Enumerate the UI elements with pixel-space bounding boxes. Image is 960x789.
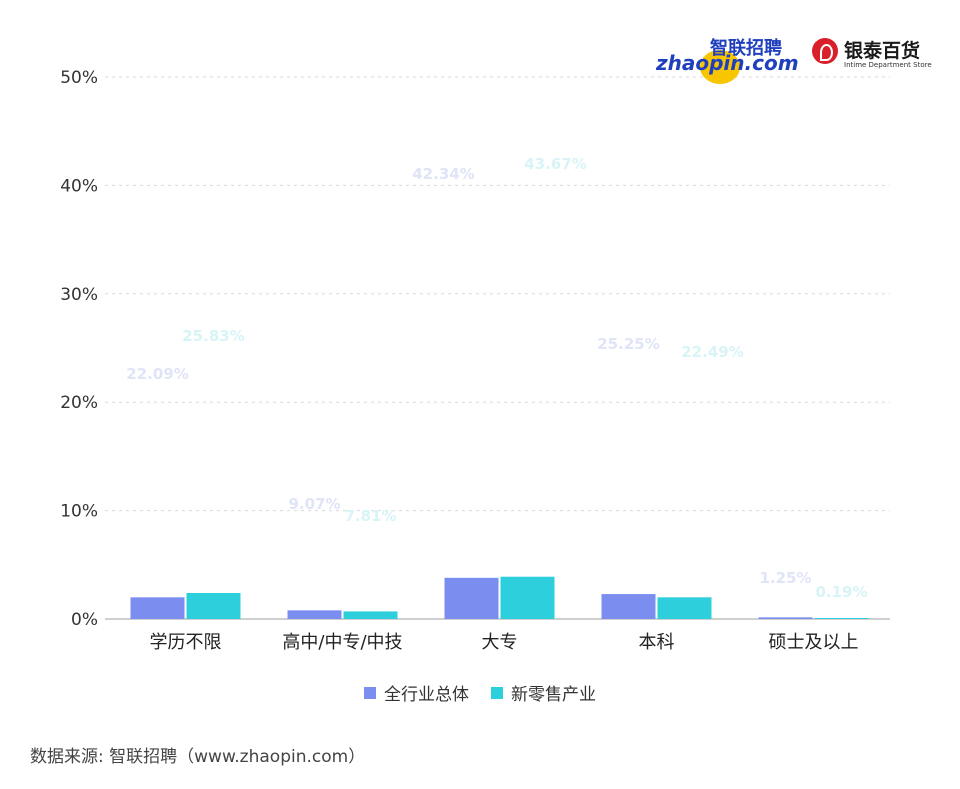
intime-logo-en: Intime Department Store [844, 61, 932, 69]
y-tick-label: 0% [71, 610, 98, 630]
zhaopin-logo-en: zhaopin.com [656, 51, 799, 75]
bar-series2 [343, 611, 398, 619]
bar-series2 [500, 576, 555, 619]
bar-series1 [287, 610, 342, 619]
x-category-label: 高中/中专/中技 [282, 632, 402, 653]
x-category-label: 大专 [482, 632, 518, 653]
y-tick-label: 20% [60, 393, 98, 413]
data-label-series1: 25.25% [597, 335, 659, 353]
x-category-label: 硕士及以上 [769, 632, 859, 653]
y-tick-label: 10% [60, 502, 98, 522]
zhaopin-logo-cn: 智联招聘 [710, 38, 782, 59]
zhaopin-logo-dot [700, 50, 740, 84]
legend-swatch-series1 [364, 686, 376, 699]
intime-logo-mark-icon [812, 38, 838, 64]
bar-series1 [758, 617, 813, 619]
data-label-series2: 43.67% [524, 155, 586, 173]
data-label-series1: 1.25% [759, 569, 811, 587]
chart-legend: 全行业总体 新零售产业 [0, 680, 960, 705]
bar-series1 [444, 577, 499, 619]
bar-series1 [601, 594, 656, 619]
bar-series2 [186, 592, 241, 619]
data-label-series1: 22.09% [126, 365, 188, 383]
x-category-label: 本科 [639, 632, 675, 653]
bar-chart: 0% 10% 20% 30% 40% 50% 22.09% 25.83% 学历不限 9.07%7.… [60, 68, 890, 653]
legend-item-series2[interactable]: 新零售产业 [491, 680, 596, 705]
data-label-series1: 9.07% [288, 495, 340, 513]
legend-swatch-series2 [491, 686, 503, 699]
y-tick-label: 50% [60, 68, 98, 88]
intime-logo: 银泰百货 Intime Department Store [812, 36, 932, 76]
legend-item-series1[interactable]: 全行业总体 [364, 680, 469, 705]
data-label-series2: 0.19% [815, 583, 867, 601]
legend-label-series1: 全行业总体 [384, 685, 469, 705]
y-tick-label: 30% [60, 285, 98, 305]
intime-logo-cn: 银泰百货 [844, 40, 921, 62]
data-source-note: 数据来源: 智联招聘（www.zhaopin.com） [30, 747, 366, 767]
data-label-series2: 22.49% [681, 343, 743, 361]
bar-series2 [814, 618, 869, 619]
data-label-series2: 25.83% [182, 327, 244, 345]
bar-series1 [130, 597, 185, 619]
bar-series2 [657, 597, 712, 619]
legend-label-series2: 新零售产业 [511, 685, 596, 705]
data-label-series1: 42.34% [412, 165, 474, 183]
zhaopin-logo: 智联招聘 zhaopin.com [656, 34, 799, 84]
data-label-series2: 7.81% [344, 507, 396, 525]
x-category-label: 学历不限 [150, 632, 222, 653]
y-tick-label: 40% [60, 176, 98, 196]
